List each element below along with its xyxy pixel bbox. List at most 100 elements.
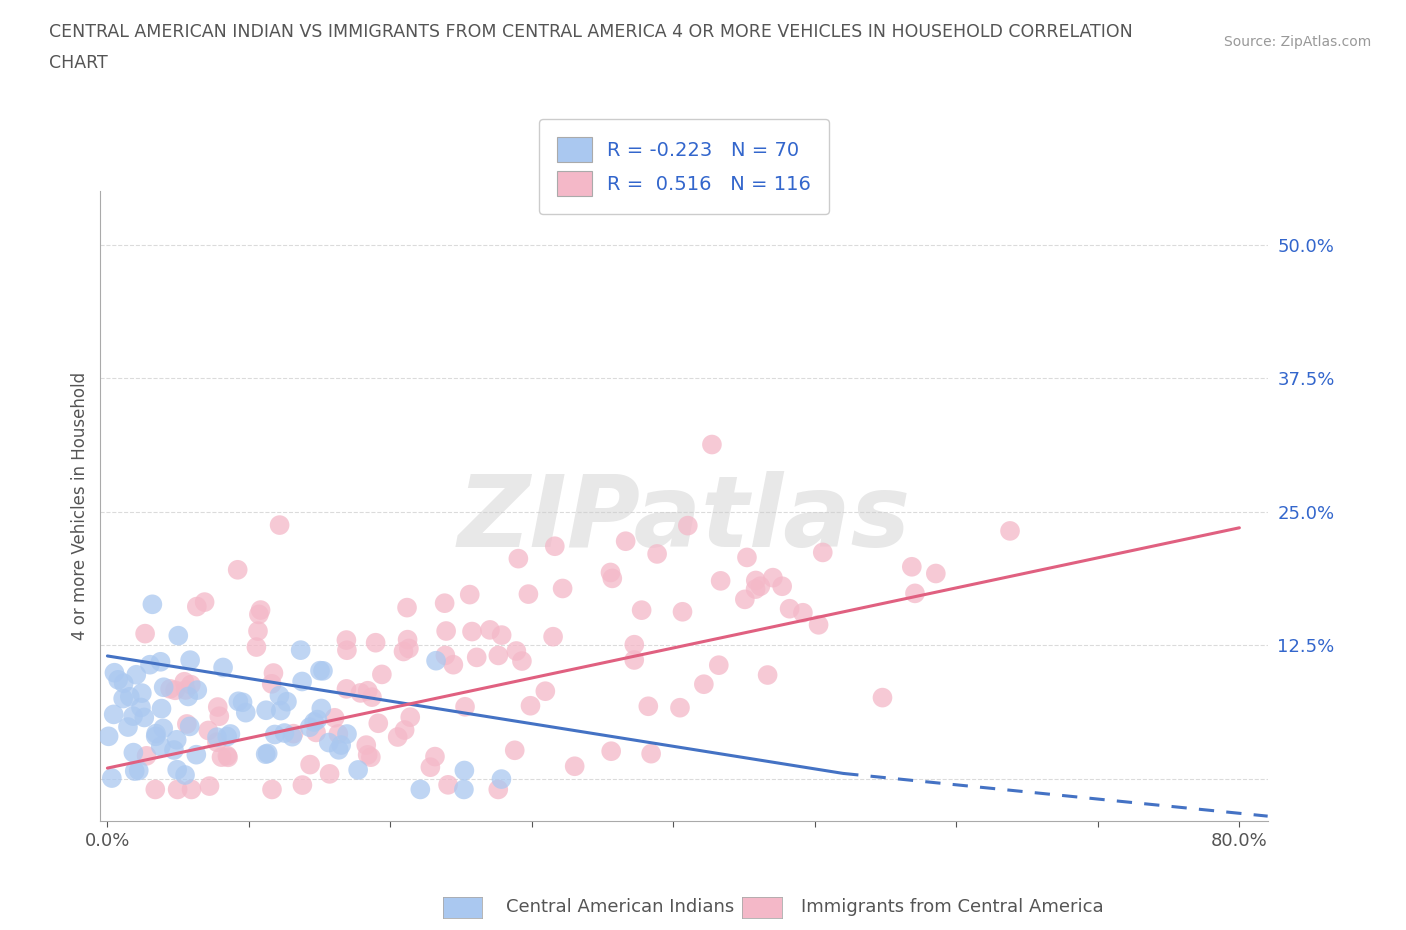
Point (434, 648, 457, 663)
Point (347, 763, 370, 777)
Point (167, 629, 190, 644)
Point (700, 437, 723, 452)
Point (600, 571, 623, 586)
Point (433, 596, 456, 611)
Point (198, 778, 221, 793)
Point (640, 746, 662, 761)
Point (247, 607, 270, 622)
Point (756, 668, 779, 683)
Point (269, 688, 291, 703)
Point (124, 764, 146, 778)
Point (399, 710, 422, 724)
Point (387, 729, 409, 744)
Point (291, 674, 314, 689)
Point (129, 700, 152, 715)
Legend: R = -0.223   N = 70, R =  0.516   N = 116: R = -0.223 N = 70, R = 0.516 N = 116 (540, 119, 828, 214)
Point (179, 653, 201, 668)
Point (458, 587, 481, 602)
Point (166, 763, 188, 777)
Text: Immigrants from Central America: Immigrants from Central America (801, 897, 1104, 916)
Point (291, 777, 314, 792)
Point (318, 766, 340, 781)
Point (269, 518, 291, 533)
Point (872, 690, 894, 705)
Point (336, 726, 359, 741)
Point (305, 725, 328, 740)
Point (361, 690, 384, 705)
Point (534, 684, 557, 698)
Point (745, 573, 768, 588)
Point (118, 689, 141, 704)
Point (276, 694, 298, 709)
Point (205, 730, 228, 745)
Point (150, 701, 173, 716)
Point (283, 726, 305, 741)
Point (273, 725, 295, 740)
Point (112, 691, 135, 706)
Point (503, 743, 526, 758)
Y-axis label: 4 or more Vehicles in Household: 4 or more Vehicles in Household (72, 372, 89, 641)
Text: CHART: CHART (49, 54, 108, 72)
Point (335, 632, 357, 647)
Point (544, 538, 567, 553)
Point (517, 587, 540, 602)
Point (211, 750, 233, 764)
Point (307, 712, 329, 727)
Point (217, 750, 239, 764)
Point (186, 683, 208, 698)
Point (807, 618, 830, 632)
Point (441, 658, 464, 672)
Point (328, 742, 350, 757)
Point (217, 749, 239, 764)
Point (226, 563, 249, 578)
Point (217, 729, 239, 744)
Point (395, 600, 418, 615)
Point (770, 578, 793, 593)
Point (437, 777, 460, 792)
Point (453, 782, 475, 797)
Point (134, 710, 156, 724)
Point (710, 574, 733, 589)
Point (409, 782, 432, 797)
Point (364, 635, 387, 650)
Text: Source: ZipAtlas.com: Source: ZipAtlas.com (1223, 35, 1371, 49)
Point (671, 604, 693, 619)
Point (792, 605, 814, 620)
Point (302, 714, 325, 729)
Point (141, 597, 163, 612)
Point (207, 699, 229, 714)
Point (349, 685, 371, 700)
Point (205, 735, 228, 750)
Point (309, 663, 332, 678)
Point (128, 763, 150, 777)
Point (564, 759, 586, 774)
Point (311, 701, 333, 716)
Point (149, 655, 172, 670)
Point (637, 698, 659, 713)
Point (235, 705, 257, 720)
Point (335, 682, 357, 697)
Point (323, 711, 346, 725)
Point (336, 643, 359, 658)
Point (134, 626, 156, 641)
Point (508, 551, 530, 566)
Point (179, 719, 201, 734)
Point (357, 684, 380, 698)
Point (122, 709, 145, 724)
Point (486, 782, 509, 797)
Point (208, 709, 231, 724)
Point (505, 644, 527, 658)
Point (901, 559, 924, 574)
Point (371, 667, 394, 682)
Point (254, 747, 277, 762)
Point (392, 644, 415, 659)
Point (152, 721, 174, 736)
Point (425, 653, 447, 668)
Point (330, 737, 353, 752)
Point (599, 565, 621, 580)
Point (318, 735, 340, 750)
Point (107, 672, 129, 687)
Point (177, 689, 200, 704)
Point (249, 603, 271, 618)
Point (254, 703, 277, 718)
